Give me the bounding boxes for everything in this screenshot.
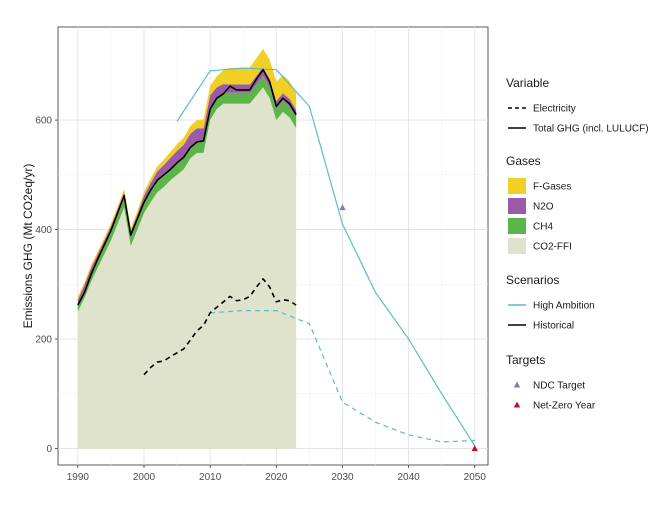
y-axis: 0 200 400 600 <box>35 116 58 455</box>
legend-title-scenarios: Scenarios <box>506 273 559 287</box>
line-high-ambition-total-ghg-incl-lulucf- <box>176 67 476 447</box>
line-high-ambition-electricity <box>210 310 475 443</box>
x-tick-label: 2050 <box>464 472 487 483</box>
legend-historical-label: Historical <box>533 321 574 332</box>
legend-f-gases-label: F-Gases <box>533 182 571 193</box>
x-tick-label: 2010 <box>199 472 222 483</box>
x-tick-label: 1990 <box>67 472 90 483</box>
legend-ch4-key <box>508 218 526 234</box>
legend-co2-ffi-label: CO2-FFI <box>533 242 572 253</box>
marker-ndc-target <box>339 204 346 211</box>
legend-title-gases: Gases <box>506 154 541 168</box>
legend-ndc-target-key <box>513 381 521 388</box>
x-tick-label: 2000 <box>133 472 156 483</box>
legend-n2o-key <box>508 198 526 214</box>
line-historical-total-ghg-incl-lulucf- <box>77 68 297 306</box>
legend-title-variable: Variable <box>506 76 549 90</box>
x-tick-label: 2020 <box>265 472 288 483</box>
legend-electricity-label: Electricity <box>533 104 576 115</box>
legend-ndc-target-label: NDC Target <box>533 381 585 392</box>
legend-co2-ffi-key <box>508 238 526 254</box>
x-tick-label: 2030 <box>331 472 354 483</box>
gas-areas <box>77 48 297 449</box>
y-tick-label: 0 <box>46 444 52 455</box>
x-tick-label: 2040 <box>397 472 420 483</box>
legend: Variable Electricity Total GHG (incl. LULU… <box>506 76 649 412</box>
series-lines <box>77 67 476 447</box>
y-tick-label: 600 <box>35 116 52 127</box>
area-co2-ffi <box>77 87 297 449</box>
x-axis: 1990 2000 2010 2020 2030 2040 2050 <box>67 465 487 483</box>
legend-net-zero-year-key <box>513 401 521 408</box>
legend-f-gases-key <box>508 178 526 194</box>
line-historical-electricity <box>143 278 297 376</box>
legend-high-ambition-label: High Ambition <box>533 301 595 312</box>
legend-total-ghg-incl-lulucf--label: Total GHG (incl. LULUCF) <box>533 124 649 135</box>
y-tick-label: 200 <box>35 335 52 346</box>
legend-title-targets: Targets <box>506 353 545 367</box>
y-axis-title: Emissions GHG (Mt CO2eq/yr) <box>21 164 35 329</box>
legend-n2o-label: N2O <box>533 202 554 213</box>
legend-net-zero-year-label: Net-Zero Year <box>533 401 596 412</box>
y-tick-label: 400 <box>35 225 52 236</box>
marker-net-zero-year <box>471 445 478 452</box>
target-markers <box>339 204 478 452</box>
legend-ch4-label: CH4 <box>533 222 553 233</box>
